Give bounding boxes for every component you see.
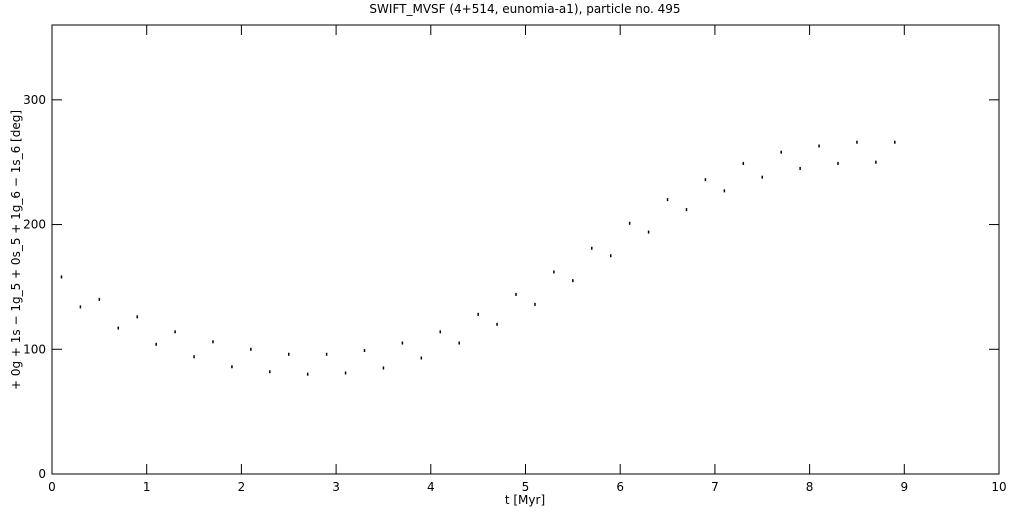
y-tick-label: 100 xyxy=(23,342,46,356)
point xyxy=(458,341,460,345)
point xyxy=(420,356,423,360)
point xyxy=(723,189,726,193)
y-axis-label: + 0g + 1s − 1g_5 + 0s_5 + 1g_6 − 1s_6 [d… xyxy=(9,110,23,390)
point xyxy=(780,150,782,154)
point xyxy=(666,198,669,202)
point xyxy=(818,144,820,148)
point xyxy=(761,175,763,179)
point xyxy=(856,140,858,144)
x-tick-label: 3 xyxy=(332,480,340,494)
point xyxy=(193,355,195,359)
point xyxy=(174,330,176,334)
point xyxy=(515,292,517,296)
point xyxy=(704,178,707,182)
point xyxy=(117,326,120,330)
x-tick-label: 1 xyxy=(143,480,151,494)
x-tick-label: 6 xyxy=(616,480,624,494)
point xyxy=(553,270,555,274)
point xyxy=(477,312,479,316)
point xyxy=(534,302,536,306)
x-axis-label: t [Myr] xyxy=(505,493,545,507)
point xyxy=(155,342,157,346)
point xyxy=(60,275,63,279)
point xyxy=(742,161,745,165)
point xyxy=(572,279,574,283)
point xyxy=(363,349,366,353)
x-tick-label: 9 xyxy=(900,480,908,494)
point xyxy=(628,221,631,225)
point xyxy=(591,246,593,250)
y-tick-label: 200 xyxy=(23,218,46,232)
chart-title: SWIFT_MVSF (4+514, eunomia-a1), particle… xyxy=(369,2,680,16)
y-tick-label: 0 xyxy=(38,467,46,481)
point xyxy=(401,341,404,345)
point xyxy=(837,161,839,165)
point xyxy=(496,322,498,326)
point xyxy=(382,366,385,370)
point xyxy=(288,352,290,356)
x-tick-label: 2 xyxy=(238,480,246,494)
x-tick-label: 4 xyxy=(427,480,435,494)
point xyxy=(250,347,252,351)
point xyxy=(269,370,271,374)
point xyxy=(439,330,442,334)
point xyxy=(212,340,214,344)
point xyxy=(231,365,233,369)
point xyxy=(609,254,612,258)
point xyxy=(799,166,801,170)
point xyxy=(98,297,101,301)
x-tick-label: 7 xyxy=(711,480,719,494)
point xyxy=(344,371,347,375)
point xyxy=(79,305,82,309)
x-tick-label: 5 xyxy=(522,480,530,494)
x-tick-label: 0 xyxy=(48,480,56,494)
x-tick-label: 8 xyxy=(806,480,814,494)
y-tick-label: 300 xyxy=(23,93,46,107)
point xyxy=(647,230,650,234)
point xyxy=(136,315,138,319)
point xyxy=(325,352,328,356)
point xyxy=(875,160,877,164)
point xyxy=(894,140,896,144)
point xyxy=(685,208,688,212)
point xyxy=(306,372,309,376)
x-tick-label: 10 xyxy=(991,480,1006,494)
